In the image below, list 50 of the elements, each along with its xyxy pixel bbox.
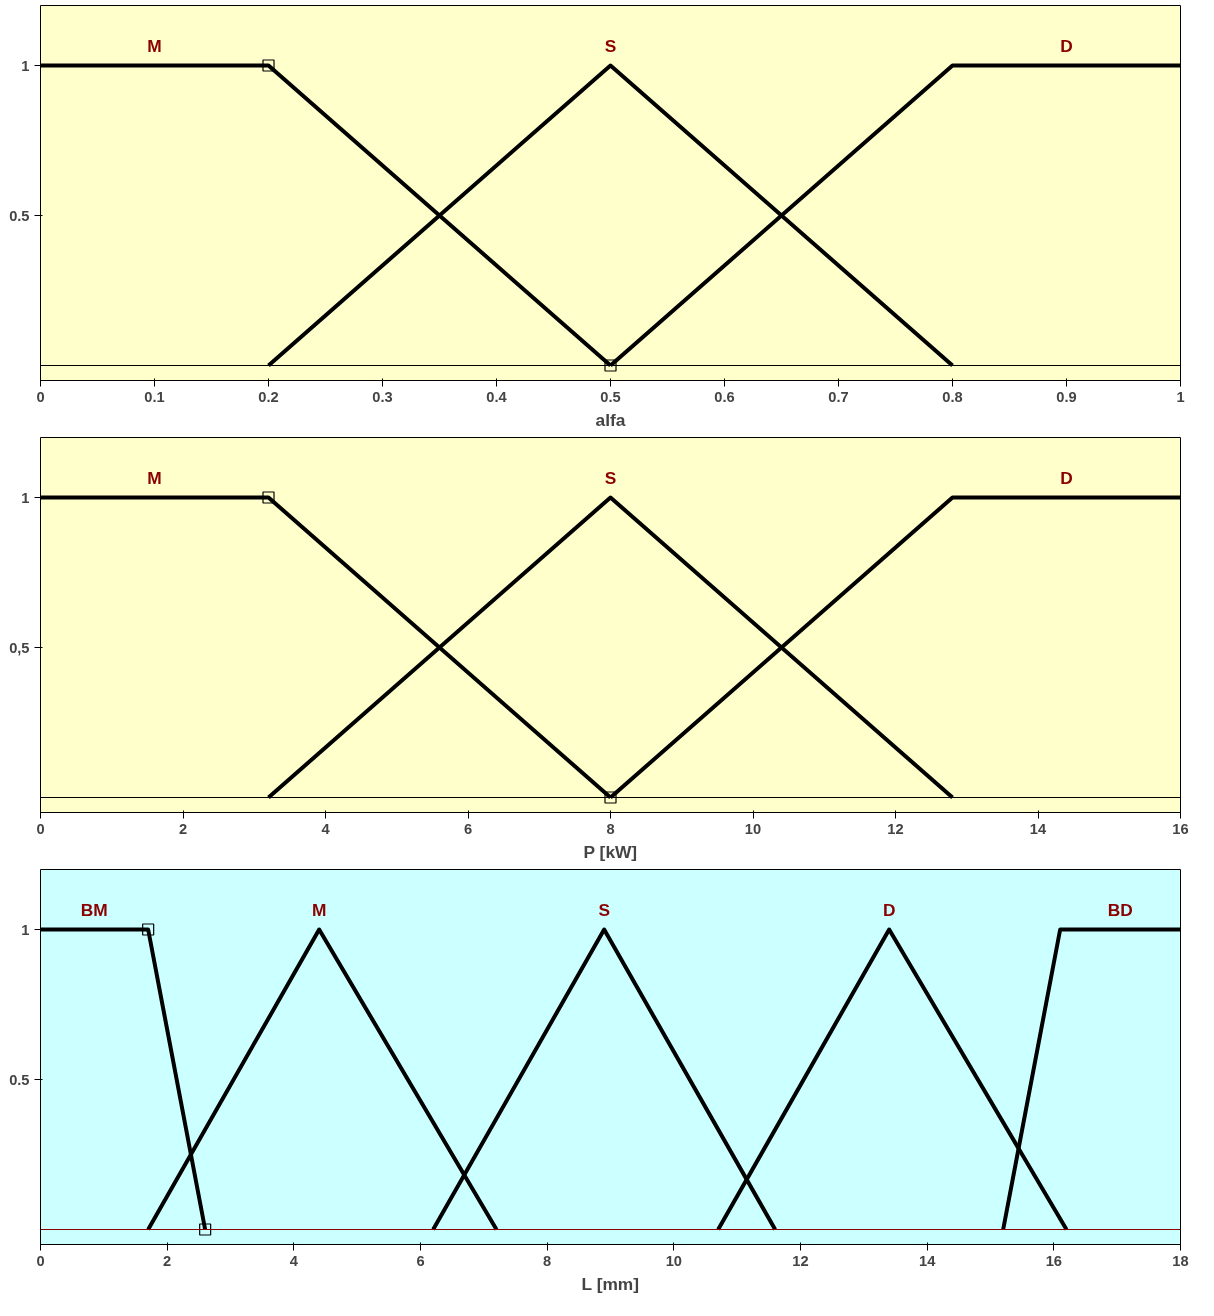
series-label: S bbox=[598, 899, 610, 920]
series-label: D bbox=[1060, 467, 1073, 488]
y-tick-label: 0.5 bbox=[9, 207, 30, 224]
x-tick-label: 14 bbox=[1029, 820, 1047, 837]
x-tick-label: 8 bbox=[543, 1252, 552, 1269]
x-tick-label: 16 bbox=[1045, 1252, 1062, 1269]
x-tick-label: 4 bbox=[289, 1252, 299, 1269]
series-label: M bbox=[311, 899, 327, 920]
x-tick-label: 18 bbox=[1172, 1252, 1189, 1269]
x-axis-title: L [mm] bbox=[581, 1273, 640, 1294]
x-tick-label: 0 bbox=[36, 388, 45, 405]
x-tick-label: 12 bbox=[887, 820, 904, 837]
x-tick-label: 0.7 bbox=[828, 388, 849, 405]
x-tick-label: 16 bbox=[1172, 820, 1189, 837]
x-tick-label: 0 bbox=[36, 820, 45, 837]
x-tick-label: 0.6 bbox=[714, 388, 735, 405]
x-tick-label: 0.9 bbox=[1056, 388, 1077, 405]
x-tick-label: 2 bbox=[178, 820, 188, 837]
series-label: BD bbox=[1107, 899, 1133, 920]
y-tick-label: 1 bbox=[21, 489, 30, 506]
x-tick-label: 12 bbox=[792, 1252, 809, 1269]
x-tick-label: 4 bbox=[321, 820, 331, 837]
series-label: M bbox=[147, 35, 162, 56]
x-tick-label: 0.4 bbox=[486, 388, 508, 405]
series-label: BM bbox=[80, 899, 108, 920]
x-tick-label: 10 bbox=[665, 1252, 682, 1269]
series-label: S bbox=[604, 35, 617, 56]
x-tick-label: 10 bbox=[744, 820, 762, 837]
x-tick-label: 0 bbox=[36, 1252, 45, 1269]
x-tick-label: 14 bbox=[919, 1252, 937, 1269]
x-tick-label: 6 bbox=[416, 1252, 425, 1269]
y-tick-label: 1 bbox=[21, 921, 30, 938]
x-tick-label: 0.1 bbox=[144, 388, 165, 405]
series-label: D bbox=[882, 899, 896, 920]
x-tick-label: 0.3 bbox=[372, 388, 393, 405]
x-axis-title: alfa bbox=[595, 409, 626, 430]
x-axis-title: P [kW] bbox=[583, 841, 638, 862]
y-tick-label: 0.5 bbox=[9, 1071, 30, 1088]
x-tick-label: 1 bbox=[1176, 388, 1185, 405]
x-tick-label: 8 bbox=[606, 820, 615, 837]
x-tick-label: 0.8 bbox=[942, 388, 963, 405]
x-tick-label: 2 bbox=[163, 1252, 172, 1269]
x-tick-label: 0.2 bbox=[258, 388, 279, 405]
series-label: D bbox=[1060, 35, 1073, 56]
x-tick-label: 0.5 bbox=[600, 388, 621, 405]
x-tick-label: 6 bbox=[463, 820, 473, 837]
y-tick-label: 1 bbox=[21, 57, 30, 74]
y-tick-label: 0,5 bbox=[9, 639, 30, 656]
series-label: S bbox=[604, 467, 617, 488]
series-label: M bbox=[147, 467, 162, 488]
